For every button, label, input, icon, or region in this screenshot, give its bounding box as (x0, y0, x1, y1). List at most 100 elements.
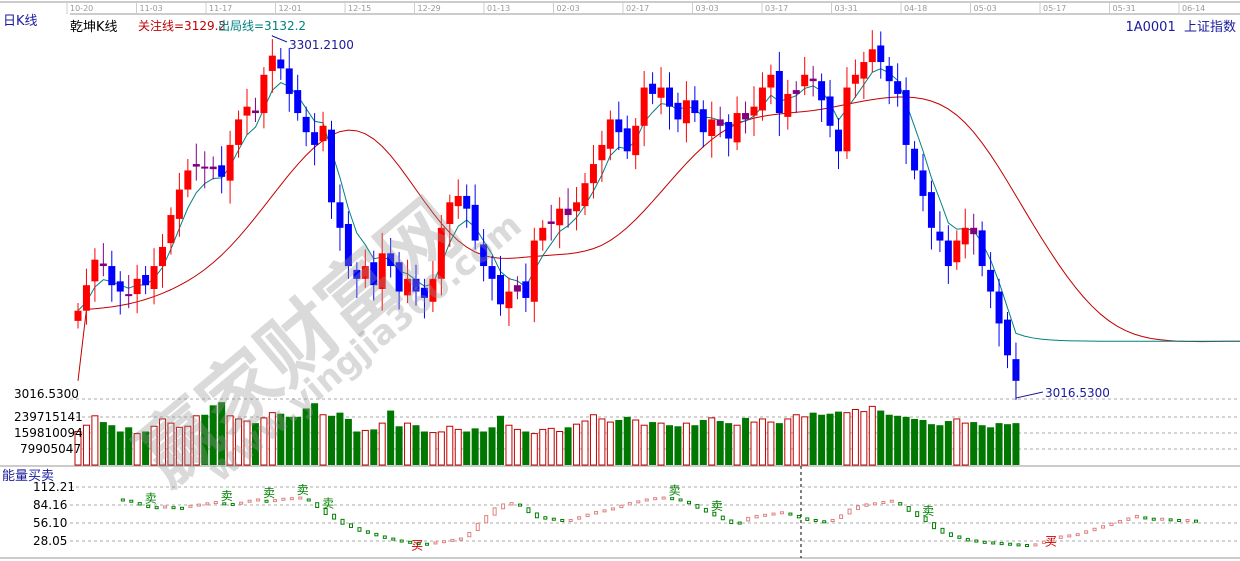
volume-tick: 159810094 (14, 426, 83, 440)
buy-signal: 买 (411, 539, 423, 553)
volume-bar (919, 419, 927, 465)
energy-mark (543, 516, 548, 520)
volume-bar (74, 431, 82, 466)
sell-signal: 卖 (669, 484, 681, 498)
volume-bar (792, 414, 800, 466)
low-leader (1015, 368, 1044, 399)
volume-bar (167, 422, 175, 466)
volume-bar (184, 425, 192, 466)
volume-bar (758, 418, 766, 466)
candle-body (995, 291, 1003, 324)
volume-bar (716, 421, 724, 465)
energy-mark (746, 516, 751, 522)
candle-body (606, 119, 614, 149)
volume-bar (995, 423, 1003, 465)
energy-mark (509, 502, 514, 506)
energy-mark (788, 512, 793, 516)
volume-bar (480, 431, 488, 465)
volume-bar (598, 418, 606, 466)
candle-body (564, 208, 572, 216)
energy-mark (805, 517, 810, 521)
candle-body (809, 78, 817, 82)
energy-mark (872, 502, 877, 506)
volume-bar (344, 418, 352, 465)
volume-bar (581, 420, 589, 466)
candle-body (708, 119, 716, 137)
energy-mark (467, 532, 472, 538)
energy-mark (636, 500, 641, 504)
candle-body (311, 132, 319, 145)
energy-mark (948, 532, 953, 537)
volume-bar (530, 433, 538, 466)
energy-mark (982, 540, 987, 544)
date-tick: 11-03 (140, 4, 163, 13)
volume-bar (251, 423, 259, 465)
volume-bar (125, 427, 133, 465)
energy-mark (687, 500, 691, 505)
candle-body (277, 59, 285, 69)
energy-mark (272, 499, 277, 503)
sell-signal: 卖 (297, 483, 309, 497)
energy-panel-label: 能量买卖 (2, 469, 55, 484)
volume-bar (209, 405, 217, 465)
candle-body (412, 278, 420, 292)
energy-mark (830, 518, 835, 522)
volume-bar (826, 413, 834, 465)
volume-bar (742, 417, 750, 465)
energy-mark (1117, 520, 1122, 524)
energy-mark (281, 497, 286, 501)
date-tick: 02-17 (626, 4, 649, 13)
volume-bar (294, 416, 302, 465)
candle-body (387, 253, 395, 267)
candle-body (615, 119, 623, 133)
volume-bar (606, 421, 614, 466)
energy-mark (129, 499, 134, 503)
volume-bar (632, 419, 640, 466)
energy-mark (1168, 518, 1173, 522)
volume-bar (488, 427, 496, 465)
volume-bar (513, 428, 521, 466)
sell-signal: 卖 (922, 504, 934, 518)
volume-bar (150, 425, 158, 466)
date-tick: 12-01 (279, 4, 302, 13)
volume-tick: 239715141 (14, 410, 83, 424)
volume-bars (74, 402, 1020, 466)
date-tick: 01-13 (487, 4, 510, 13)
candle-body (184, 170, 192, 190)
candle-body (480, 244, 488, 267)
volume-bar (691, 425, 699, 465)
energy-mark (1016, 543, 1021, 547)
energy-mark (915, 511, 920, 517)
candle-body (674, 102, 682, 120)
candle-body (725, 121, 733, 139)
energy-mark (349, 523, 353, 528)
sell-signal: 卖 (221, 489, 233, 503)
volume-bar (682, 422, 690, 466)
sell-signal: 卖 (711, 499, 723, 513)
candle-body (133, 278, 141, 295)
candle-body (530, 240, 538, 302)
energy-mark (323, 508, 328, 516)
date-tick: 03-17 (765, 4, 788, 13)
volume-bar (843, 412, 851, 466)
energy-mark (289, 497, 294, 501)
volume-bar (868, 405, 876, 466)
volume-bar (361, 429, 369, 466)
energy-mark (222, 502, 227, 506)
candle-body (328, 129, 335, 203)
energy-mark (382, 535, 387, 539)
volume-bar (699, 419, 707, 465)
energy-mark (188, 504, 193, 508)
date-tick: 05-17 (1043, 4, 1066, 13)
candle-body (868, 49, 876, 63)
energy-mark (839, 514, 844, 519)
energy-tick: 56.10 (33, 516, 68, 530)
volume-bar (547, 427, 555, 466)
energy-tick: 112.21 (33, 480, 75, 494)
volume-bar (666, 425, 673, 465)
volume-bar (370, 429, 378, 465)
date-tick: 03-31 (835, 4, 858, 13)
volume-bar (953, 418, 961, 466)
candle-body (142, 274, 150, 286)
